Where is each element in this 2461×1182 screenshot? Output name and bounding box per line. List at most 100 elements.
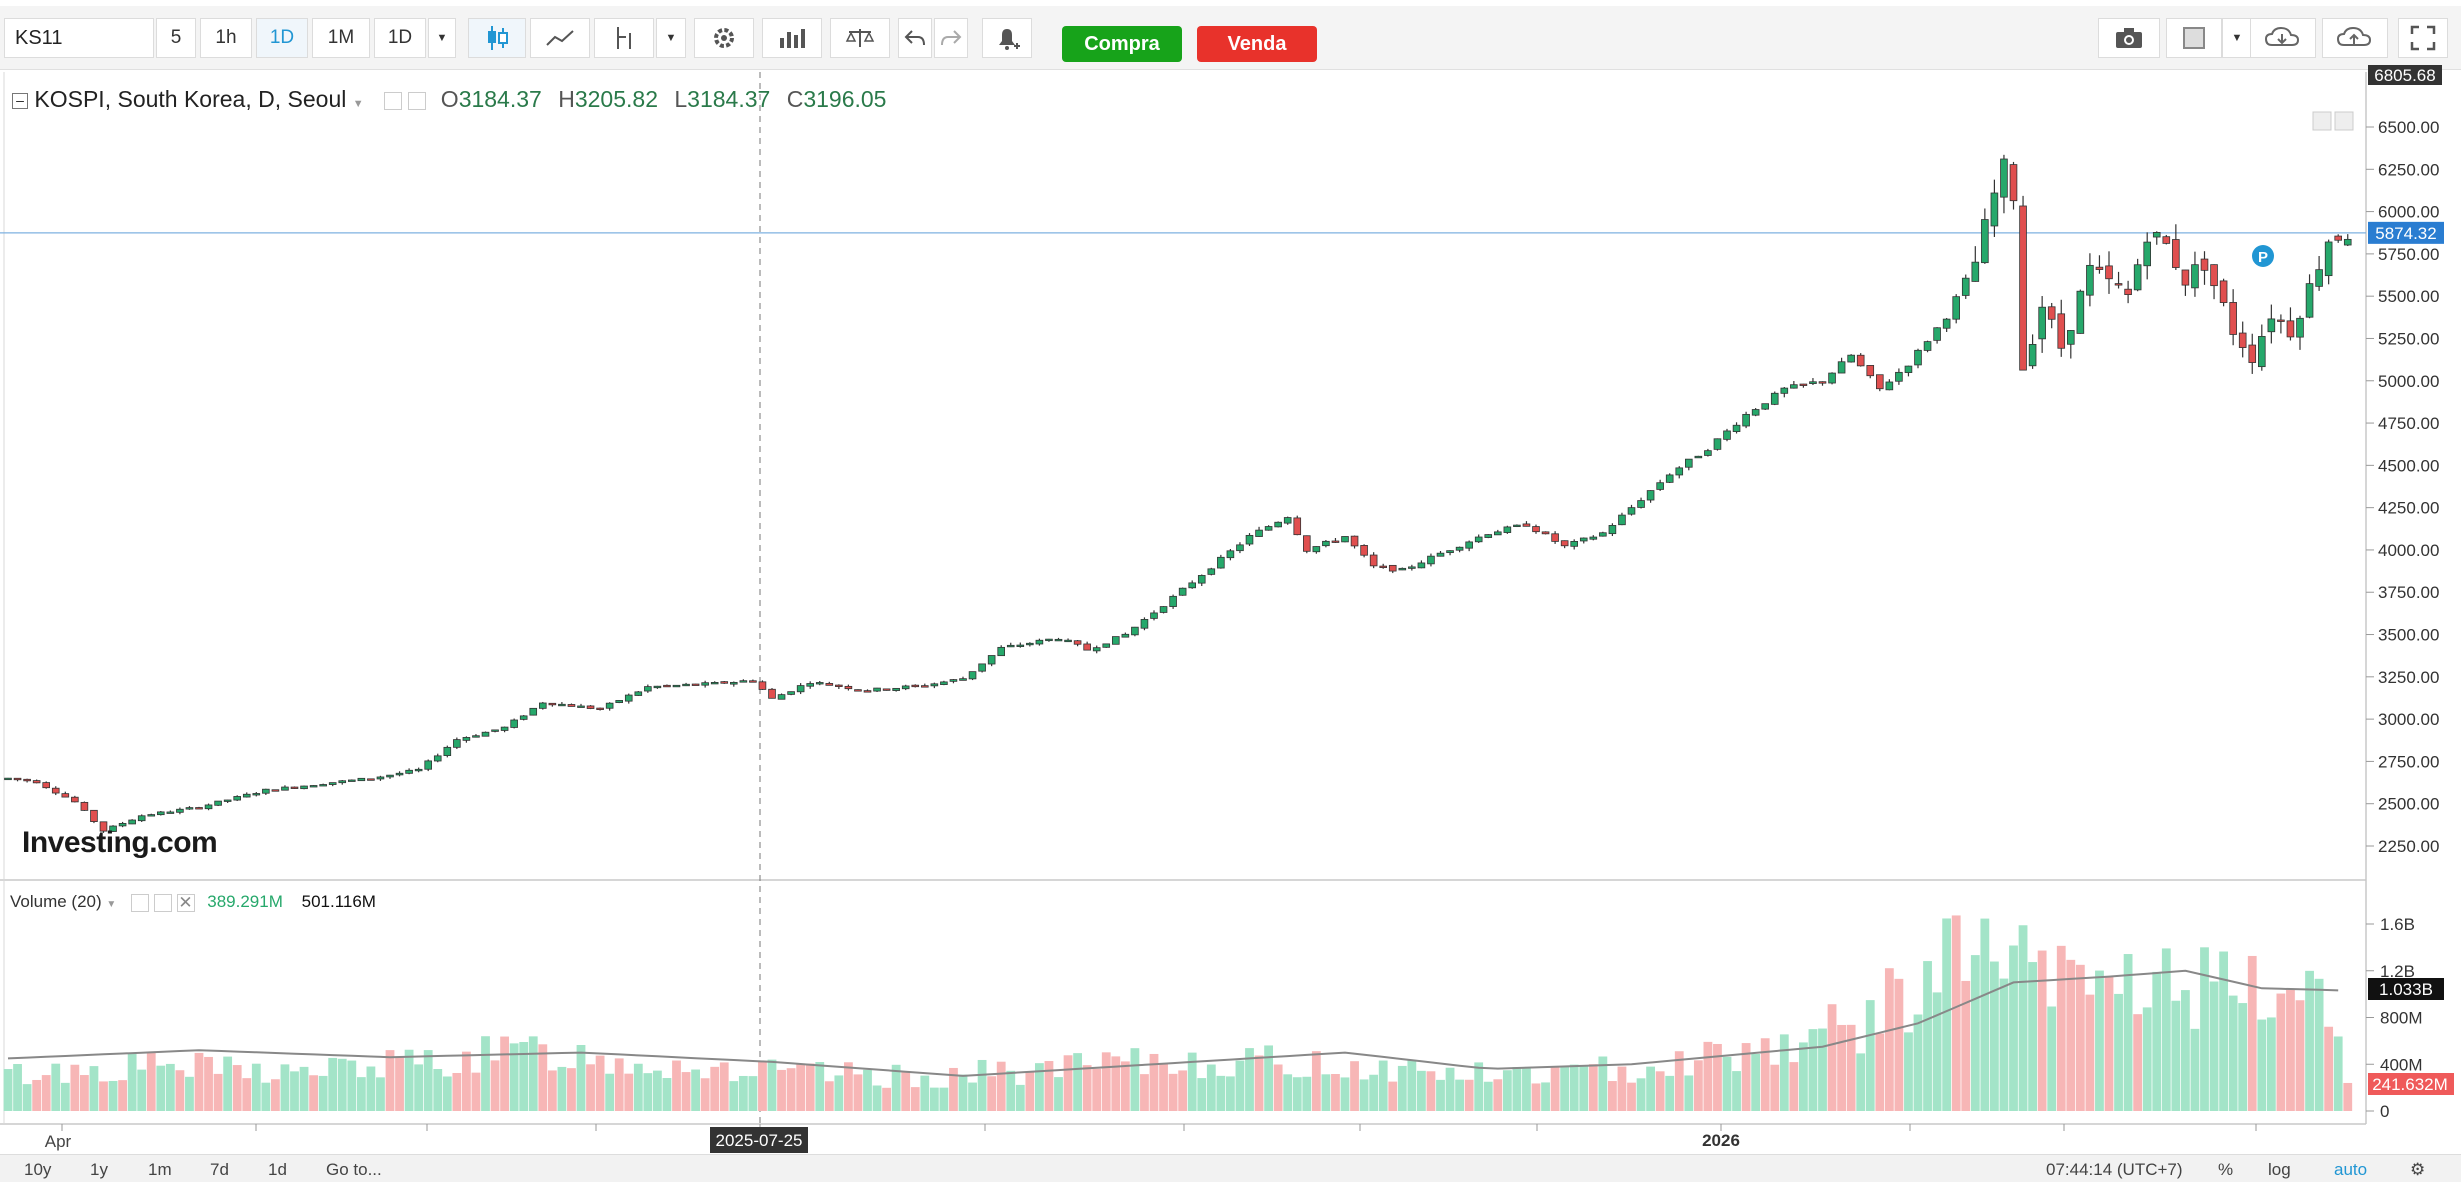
eye-icon[interactable]	[384, 91, 403, 110]
cloud-save-button[interactable]	[2322, 18, 2388, 58]
volume-bar	[2266, 1017, 2276, 1111]
undo-icon	[904, 30, 925, 46]
chevron-down-icon[interactable]: ▼	[106, 899, 117, 910]
volume-bar	[2209, 981, 2219, 1111]
volume-bar	[2181, 990, 2190, 1111]
chart-canvas[interactable]: 2250.00 2500.00 2750.00 3000.00 3250.00 3500.…	[0, 0, 2461, 1154]
candle-body	[2019, 205, 2027, 371]
candle-body	[453, 739, 461, 748]
screenshot-button[interactable]	[2098, 18, 2160, 58]
auto-toggle[interactable]: auto	[2334, 1160, 2368, 1179]
volume-bar	[2286, 988, 2295, 1111]
candle-body	[1197, 575, 1206, 584]
interval-5[interactable]: 5	[156, 18, 196, 58]
candle-body	[519, 715, 528, 720]
candle-body	[577, 705, 585, 708]
candle-body	[23, 778, 31, 782]
candle-body	[1102, 643, 1111, 648]
candle-body	[271, 789, 280, 792]
chart-title[interactable]: KOSPI, South Korea, D, Seoul	[34, 86, 347, 112]
volume-bar	[137, 1069, 147, 1111]
fullscreen-button[interactable]	[2398, 18, 2448, 58]
candles-button[interactable]	[468, 18, 526, 58]
settings-button[interactable]	[694, 18, 754, 58]
interval-dropdown[interactable]: ▼	[428, 18, 456, 58]
volume-bar	[1961, 980, 1971, 1111]
layout-button[interactable]	[2166, 18, 2222, 58]
interval-1d[interactable]: 1D	[256, 18, 308, 58]
volume-bar	[1818, 1028, 1827, 1111]
gear-icon[interactable]: ⚙	[2410, 1160, 2426, 1179]
volume-bar	[490, 1060, 500, 1111]
candle-body	[863, 690, 872, 693]
range-1d[interactable]: 1d	[268, 1160, 287, 1179]
volume-title[interactable]: Volume (20)	[10, 892, 102, 911]
volume-bar	[1588, 1064, 1598, 1111]
candle-body	[2277, 319, 2285, 322]
pane-move-down-button[interactable]	[2312, 111, 2332, 131]
candle-body	[1933, 327, 1941, 341]
volume-bar	[1579, 1065, 1589, 1111]
volume-bar	[1340, 1077, 1350, 1111]
candle-body	[1035, 639, 1044, 645]
candle-body	[1751, 409, 1760, 416]
symbol-input[interactable]	[4, 18, 154, 58]
candle-body	[1942, 318, 1951, 329]
volume-bar	[1627, 1082, 1636, 1111]
cloud-load-button[interactable]	[2250, 18, 2316, 58]
candle-body	[1360, 545, 1368, 556]
volume-bar	[1923, 961, 1932, 1111]
interval-1m[interactable]: 1M	[312, 18, 370, 58]
gear-icon[interactable]	[153, 893, 172, 912]
volume-bar	[1436, 1079, 1445, 1111]
indicators-dropdown[interactable]: ▼	[656, 18, 686, 58]
sell-button[interactable]: Venda	[1197, 26, 1317, 62]
volume-bar	[1770, 1064, 1780, 1111]
interval-1h[interactable]: 1h	[200, 18, 252, 58]
volume-bar	[2200, 947, 2209, 1111]
price-tick-label: 2250.00	[2378, 837, 2439, 856]
range-1m[interactable]: 1m	[148, 1160, 172, 1179]
chart-type-button[interactable]	[530, 18, 590, 58]
chevron-down-icon[interactable]: ▼	[352, 98, 364, 110]
pivot-marker[interactable]	[2252, 245, 2274, 267]
range-7d[interactable]: 7d	[210, 1160, 229, 1179]
volume-bar	[1942, 918, 1952, 1111]
percent-toggle[interactable]: %	[2218, 1160, 2234, 1179]
price-tick-label: 5750.00	[2378, 245, 2439, 264]
collapse-icon[interactable]: –	[12, 92, 28, 109]
gear-icon[interactable]	[408, 91, 427, 110]
candle-body	[1026, 642, 1034, 646]
volume-bar	[1732, 1071, 1741, 1111]
eye-icon[interactable]	[131, 893, 150, 912]
close-icon[interactable]: ✕	[176, 892, 195, 912]
candle-body	[1293, 517, 1302, 536]
candle-body	[2076, 290, 2085, 334]
pane-maximize-button[interactable]	[2334, 111, 2354, 131]
undo-button[interactable]	[898, 18, 932, 58]
camera-icon	[2116, 28, 2142, 48]
buy-button[interactable]: Compra	[1062, 26, 1182, 62]
redo-button[interactable]	[934, 18, 968, 58]
candle-body	[1847, 354, 1855, 363]
balance-button[interactable]	[830, 18, 890, 58]
candle-body	[1589, 536, 1598, 540]
candle-body	[500, 726, 509, 731]
volume-bar	[1168, 1073, 1178, 1111]
candle-body	[195, 807, 203, 810]
candle-body	[80, 801, 89, 811]
log-toggle[interactable]: log	[2268, 1160, 2291, 1179]
volume-bar	[1779, 1034, 1789, 1111]
range-1y[interactable]: 1y	[90, 1160, 108, 1179]
compare-button[interactable]	[762, 18, 822, 58]
goto-button[interactable]: Go to...	[326, 1160, 382, 1179]
volume-bar	[547, 1070, 557, 1111]
interval-custom[interactable]: 1D	[374, 18, 426, 58]
range-10y[interactable]: 10y	[24, 1160, 52, 1179]
alert-button[interactable]	[982, 18, 1032, 58]
candle-body	[1264, 526, 1273, 531]
candle-body	[1150, 612, 1158, 619]
x-label-apr: Apr	[45, 1132, 72, 1151]
indicators-button[interactable]	[594, 18, 654, 58]
